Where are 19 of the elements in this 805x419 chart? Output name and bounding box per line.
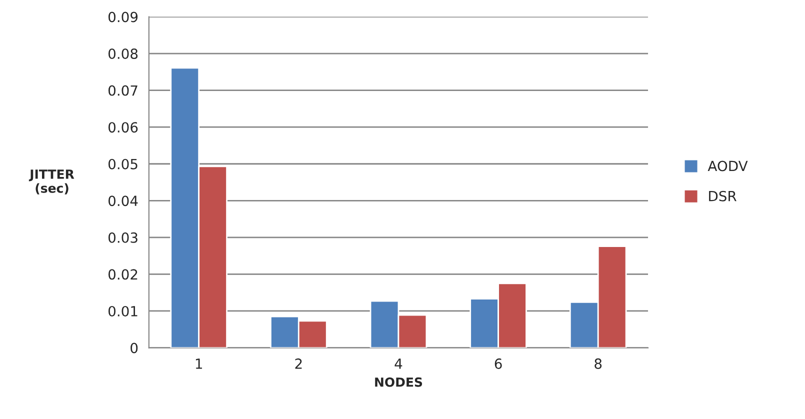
y-tick-label: 0.08 — [108, 48, 138, 60]
y-tick-label: 0.05 — [108, 158, 138, 170]
y-tick-label: 0 — [130, 342, 138, 354]
y-tick-label: 0.09 — [108, 12, 138, 22]
x-tick-label: 6 — [494, 358, 502, 369]
y-tick-label: 0.06 — [108, 122, 138, 133]
y-tick-label: 0.02 — [108, 269, 138, 280]
x-tick-label: 4 — [394, 358, 402, 369]
legend-label: AODV — [708, 160, 748, 172]
legend-label: DSR — [709, 190, 736, 202]
y-tick-label: 0.07 — [108, 85, 138, 96]
x-tick-label: 1 — [196, 358, 202, 369]
x-axis-title: NODES — [375, 377, 422, 387]
y-axis-title: JITTER (sec) — [28, 170, 74, 194]
y-tick-label: 0.03 — [108, 232, 138, 243]
x-tick-label: 8 — [594, 358, 602, 369]
y-tick-label: 0.04 — [108, 196, 138, 206]
y-tick-label: 0.01 — [108, 306, 138, 316]
x-tick-label: 2 — [295, 358, 302, 369]
